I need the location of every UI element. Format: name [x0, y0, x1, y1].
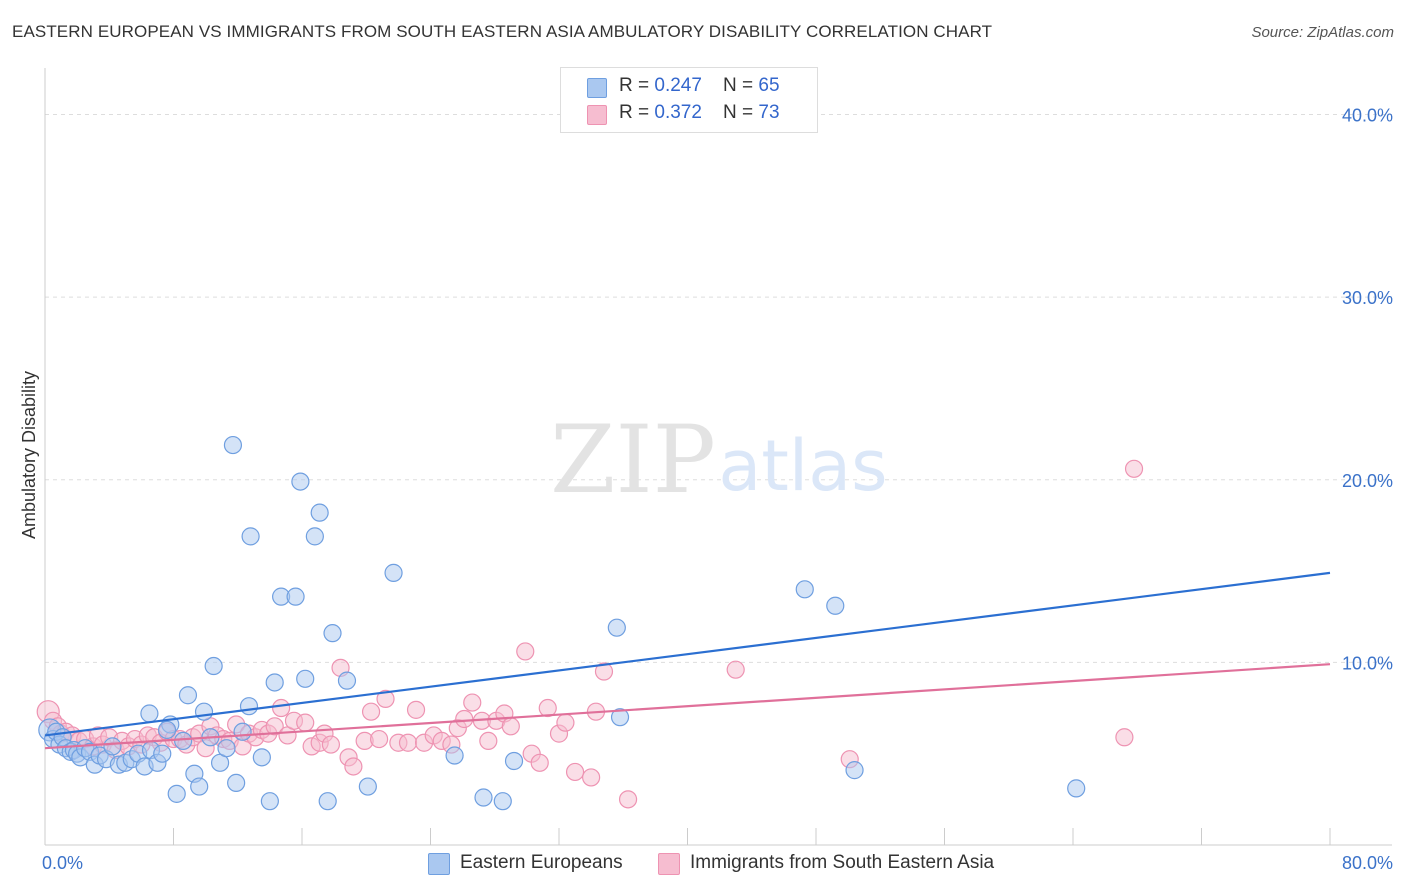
data-point-immigrants-se-asia [272, 698, 291, 718]
data-point-eastern-europeans [474, 788, 493, 807]
data-point-immigrants-se-asia [618, 790, 638, 809]
data-point-eastern-europeans [323, 624, 342, 643]
data-point-immigrants-se-asia [565, 762, 585, 782]
data-point-eastern-europeans [204, 656, 223, 676]
data-point-eastern-europeans [178, 686, 198, 705]
data-point-eastern-europeans [493, 792, 512, 811]
data-point-eastern-europeans [607, 618, 626, 637]
trend-line-immigrants-se-asia [44, 663, 1331, 750]
data-point-immigrants-se-asia [398, 733, 418, 752]
y-axis-label: Ambulatory Disability [19, 371, 39, 539]
r-label: R = [619, 75, 655, 96]
data-point-eastern-europeans [239, 697, 259, 716]
data-point-eastern-europeans [286, 587, 305, 606]
data-point-immigrants-se-asia [516, 642, 535, 661]
pink-swatch-icon [658, 853, 680, 875]
data-point-eastern-europeans [358, 777, 377, 796]
n-label: N = [723, 102, 759, 123]
series-blue-points [38, 435, 1086, 811]
chart-title: EASTERN EUROPEAN VS IMMIGRANTS FROM SOUT… [12, 22, 993, 41]
trend-lines [44, 571, 1331, 750]
data-point-eastern-europeans [194, 702, 214, 721]
data-point-immigrants-se-asia [361, 702, 381, 721]
stats-text-blue: R = 0.247 N = 65 [619, 75, 780, 97]
data-point-eastern-europeans [1067, 779, 1086, 798]
data-point-eastern-europeans [260, 792, 279, 811]
data-point-immigrants-se-asia [479, 731, 498, 751]
data-point-immigrants-se-asia [582, 768, 601, 787]
x-tick-label-max: 80.0% [1342, 853, 1393, 873]
data-point-eastern-europeans [217, 739, 236, 758]
y-tick-label: 30.0% [1342, 288, 1393, 308]
data-point-immigrants-se-asia [1115, 728, 1134, 747]
data-point-immigrants-se-asia [321, 735, 341, 754]
data-point-eastern-europeans [223, 435, 243, 455]
tick-labels: 10.0% 20.0% 30.0% 40.0% 0.0% 80.0% [42, 106, 1393, 873]
blue-swatch-icon [428, 853, 450, 875]
data-point-eastern-europeans [265, 673, 284, 692]
data-point-immigrants-se-asia [376, 689, 395, 709]
data-point-eastern-europeans [310, 503, 329, 522]
data-point-eastern-europeans [291, 472, 310, 491]
trend-line-eastern-europeans [44, 571, 1331, 737]
r-label: R = [619, 102, 655, 123]
n-label: N = [723, 75, 759, 96]
data-point-immigrants-se-asia [344, 757, 363, 776]
data-point-immigrants-se-asia [463, 693, 482, 712]
data-point-eastern-europeans [337, 671, 357, 690]
data-point-eastern-europeans [190, 777, 209, 796]
data-point-immigrants-se-asia [1124, 459, 1144, 478]
data-point-eastern-europeans [157, 720, 177, 740]
data-point-eastern-europeans [318, 792, 337, 811]
data-point-eastern-europeans [305, 527, 324, 546]
gridlines [45, 114, 1392, 663]
r-value: 0.372 [654, 102, 702, 123]
data-point-eastern-europeans [153, 744, 172, 763]
data-point-immigrants-se-asia [406, 700, 426, 719]
y-tick-label: 40.0% [1342, 106, 1393, 126]
data-point-immigrants-se-asia [594, 662, 614, 681]
data-point-eastern-europeans [845, 761, 864, 780]
data-point-eastern-europeans [227, 773, 246, 793]
stats-legend: R = 0.247 N = 65 R = 0.372 N = 73 [560, 67, 818, 133]
data-point-eastern-europeans [795, 580, 814, 599]
data-point-immigrants-se-asia [501, 717, 520, 736]
watermark-atlas: atlas [718, 425, 887, 507]
source-label: Source: ZipAtlas.com [1251, 24, 1394, 41]
y-tick-label: 10.0% [1342, 653, 1393, 673]
data-point-immigrants-se-asia [530, 753, 549, 772]
blue-swatch-icon [587, 78, 607, 98]
data-point-eastern-europeans [504, 751, 524, 771]
data-point-eastern-europeans [140, 704, 159, 723]
data-point-eastern-europeans [174, 731, 193, 751]
data-point-immigrants-se-asia [538, 698, 557, 718]
data-point-immigrants-se-asia [265, 717, 284, 736]
n-value: 73 [758, 102, 780, 123]
data-point-eastern-europeans [610, 708, 630, 727]
data-point-immigrants-se-asia [455, 709, 474, 729]
data-point-immigrants-se-asia [370, 729, 389, 749]
data-point-eastern-europeans [826, 596, 845, 615]
watermark-zip: ZIP [550, 406, 716, 515]
data-point-eastern-europeans [233, 722, 252, 741]
stats-text-pink: R = 0.372 N = 73 [619, 102, 780, 124]
data-point-immigrants-se-asia [726, 660, 745, 679]
data-point-eastern-europeans [167, 784, 186, 803]
x-tick-label-min: 0.0% [42, 853, 83, 873]
y-tick-label: 20.0% [1342, 471, 1393, 491]
data-point-immigrants-se-asia [296, 713, 315, 732]
data-point-eastern-europeans [252, 748, 271, 767]
r-value: 0.247 [654, 75, 702, 96]
legend-label: Immigrants from South Eastern Asia [690, 852, 995, 873]
data-point-eastern-europeans [445, 746, 464, 765]
data-point-eastern-europeans [241, 527, 260, 546]
data-point-immigrants-se-asia [556, 713, 575, 732]
data-point-eastern-europeans [103, 737, 122, 756]
data-point-eastern-europeans [296, 669, 315, 688]
pink-swatch-icon [587, 105, 607, 125]
n-value: 65 [758, 75, 780, 96]
data-point-eastern-europeans [384, 563, 403, 582]
legend-label: Eastern Europeans [460, 852, 623, 873]
